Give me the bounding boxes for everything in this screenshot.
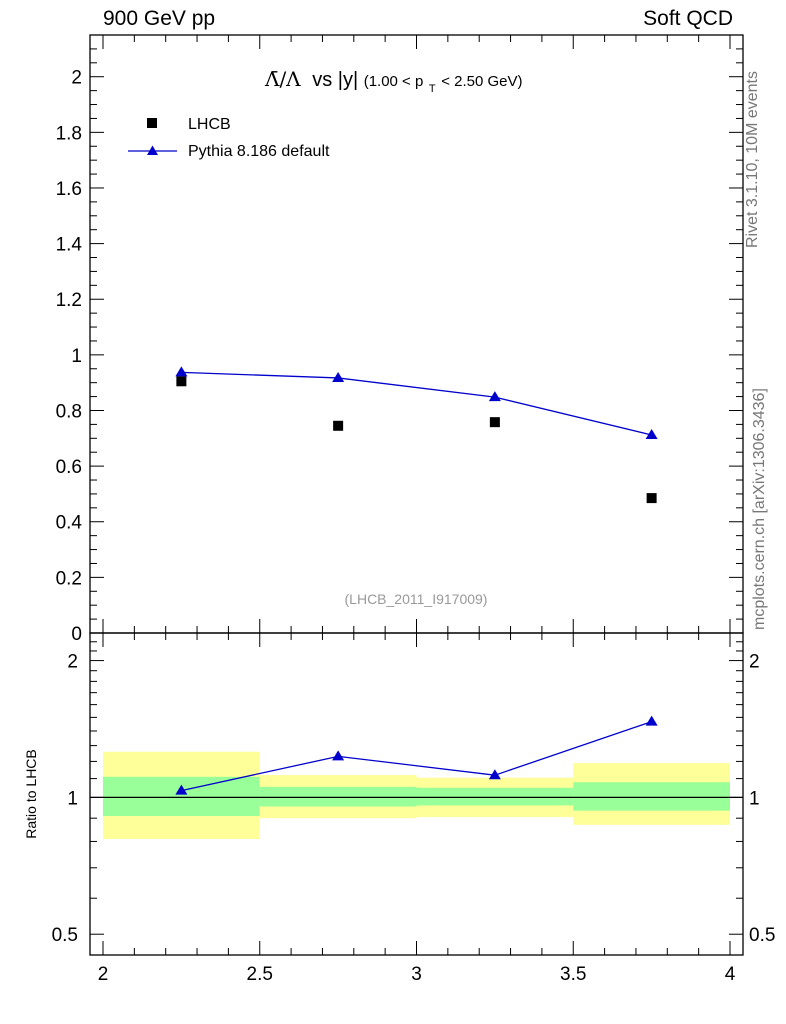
y-tick-label: 1.2: [56, 290, 82, 311]
x-tick-label: 4: [725, 964, 736, 985]
lhcb-point: [176, 376, 187, 387]
y-tick-label: 0.2: [56, 568, 82, 589]
ratio-band-inner: [573, 782, 730, 811]
y-tick-label: 1.4: [56, 235, 83, 256]
ratio-y-tick-label-right: 2: [749, 652, 760, 673]
y-tick-label: 0.4: [56, 513, 83, 534]
ratio-point: [488, 769, 501, 780]
chart-title-range-sub: T: [429, 83, 436, 95]
axis-ticks: [90, 34, 743, 955]
chart-title: Λ̄/Λ vs |y| (1.00 < p T < 2.50 GeV): [264, 67, 523, 97]
chart-title-vs: vs |y|: [312, 69, 358, 91]
pythia-point: [488, 391, 501, 402]
lhcb-point: [646, 493, 657, 504]
pythia-point: [645, 428, 658, 439]
legend-marker-pythia: [147, 145, 158, 155]
lhcb-point: [333, 420, 344, 431]
x-tick-label: 3.5: [560, 964, 586, 985]
legend-label-pythia: Pythia 8.186 default: [188, 143, 330, 160]
legend: LHCB Pythia 8.186 default: [128, 116, 330, 160]
ratio-y-axis-label: Ratio to LHCB: [23, 749, 39, 838]
y-tick-label: 0.6: [56, 457, 82, 478]
x-tick-label: 2: [98, 964, 109, 985]
ratio-point: [175, 784, 188, 795]
y-tick-label: 2: [71, 68, 82, 89]
ratio-point: [645, 715, 658, 726]
lhcb-point: [489, 417, 500, 428]
x-tick-label: 2.5: [247, 964, 273, 985]
chart-title-range: (1.00 < p: [364, 73, 424, 90]
ratio-band-inner: [103, 776, 260, 817]
pythia-point: [175, 366, 188, 377]
pythia-line: [181, 371, 652, 436]
chart-title-ratio: Λ̄/Λ: [264, 67, 301, 91]
x-tick-label: 3: [411, 964, 422, 985]
y-tick-label: 1: [71, 346, 82, 367]
chart-title-range-end: < 2.50 GeV): [441, 73, 522, 90]
ratio-y-tick-label-right: 1: [749, 788, 760, 809]
header-right-label: Soft QCD: [643, 7, 733, 30]
ratio-line: [181, 721, 652, 792]
ratio-series: [175, 715, 658, 795]
ratio-band-inner: [259, 786, 417, 807]
ratio-uncertainty-bands: [90, 751, 743, 839]
pythia-point: [332, 371, 345, 382]
ratio-point: [332, 750, 345, 761]
header-left-label: 900 GeV pp: [103, 7, 216, 30]
ratio-y-tick-label: 1: [67, 788, 78, 809]
data-series: [175, 366, 658, 504]
analysis-watermark: (LHCB_2011_I917009): [345, 591, 488, 607]
legend-marker-lhcb: [147, 118, 157, 128]
ratio-y-tick-label: 2: [67, 652, 78, 673]
y-tick-label: 0.8: [56, 401, 82, 422]
y-tick-label: 0: [71, 624, 82, 645]
ratio-band-inner: [416, 787, 574, 806]
ratio-y-tick-label: 0.5: [52, 925, 78, 946]
axis-tick-labels: 0 0.2 0.4 0.6 0.8 1 1.2 1.4 1.6 1.8 2 2 2.5 3 3.5 4 0.5 0…: [52, 68, 776, 985]
legend-label-lhcb: LHCB: [188, 116, 231, 133]
y-tick-label: 1.6: [56, 179, 82, 200]
ratio-y-tick-label-right: 0.5: [749, 925, 775, 946]
y-tick-label: 1.8: [56, 123, 82, 144]
